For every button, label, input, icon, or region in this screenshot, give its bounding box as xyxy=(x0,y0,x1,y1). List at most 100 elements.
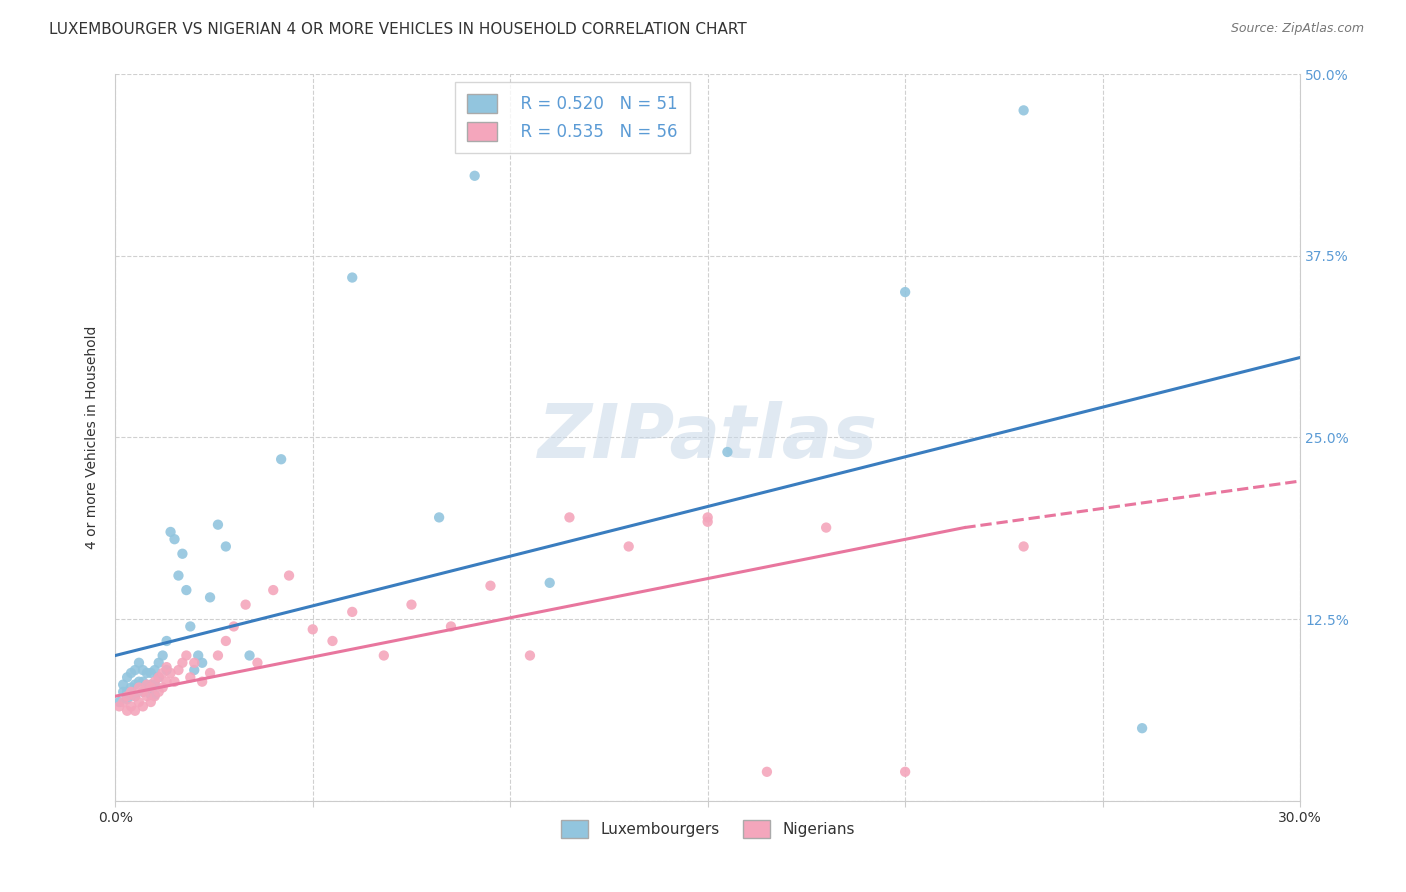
Point xyxy=(139,665,162,680)
Point xyxy=(156,663,179,677)
Point xyxy=(115,685,138,699)
Legend: Luxembourgers, Nigerians: Luxembourgers, Nigerians xyxy=(554,814,860,844)
Point xyxy=(152,681,174,695)
Point xyxy=(143,690,166,704)
Point xyxy=(159,665,181,680)
Point xyxy=(120,681,142,695)
Point xyxy=(179,670,201,684)
Point xyxy=(148,670,170,684)
Point xyxy=(132,674,155,689)
Point xyxy=(183,663,205,677)
Point xyxy=(135,677,157,691)
Point xyxy=(120,665,142,680)
Y-axis label: 4 or more Vehicles in Household: 4 or more Vehicles in Household xyxy=(86,326,100,549)
Point xyxy=(124,677,146,691)
Point xyxy=(148,685,170,699)
Point xyxy=(132,699,155,714)
Point xyxy=(696,515,718,529)
Point xyxy=(270,452,292,467)
Point xyxy=(115,690,138,704)
Point xyxy=(139,695,162,709)
Point xyxy=(222,619,245,633)
Point xyxy=(148,670,170,684)
Point xyxy=(163,532,186,546)
Point xyxy=(120,699,142,714)
Point xyxy=(176,583,198,598)
Point xyxy=(112,677,135,691)
Point xyxy=(262,583,284,598)
Point xyxy=(342,270,364,285)
Text: Source: ZipAtlas.com: Source: ZipAtlas.com xyxy=(1230,22,1364,36)
Point xyxy=(172,656,194,670)
Point xyxy=(815,520,838,534)
Point xyxy=(1130,721,1153,735)
Point xyxy=(115,670,138,684)
Point xyxy=(143,663,166,677)
Point xyxy=(148,656,170,670)
Point xyxy=(198,665,221,680)
Point xyxy=(215,634,238,648)
Point xyxy=(176,648,198,663)
Point xyxy=(215,540,238,554)
Point xyxy=(156,674,179,689)
Point xyxy=(617,540,640,554)
Point xyxy=(159,524,181,539)
Point xyxy=(519,648,541,663)
Point xyxy=(124,663,146,677)
Point xyxy=(373,648,395,663)
Text: LUXEMBOURGER VS NIGERIAN 4 OR MORE VEHICLES IN HOUSEHOLD CORRELATION CHART: LUXEMBOURGER VS NIGERIAN 4 OR MORE VEHIC… xyxy=(49,22,747,37)
Point xyxy=(139,688,162,702)
Point xyxy=(479,579,502,593)
Point xyxy=(1012,103,1035,118)
Point xyxy=(112,695,135,709)
Point xyxy=(894,764,917,779)
Point xyxy=(894,285,917,299)
Point xyxy=(342,605,364,619)
Point xyxy=(755,764,778,779)
Point xyxy=(198,591,221,605)
Point xyxy=(143,688,166,702)
Point xyxy=(124,704,146,718)
Point xyxy=(128,656,150,670)
Point xyxy=(128,695,150,709)
Point xyxy=(139,681,162,695)
Point xyxy=(128,681,150,695)
Point xyxy=(235,598,257,612)
Point xyxy=(156,634,179,648)
Point xyxy=(135,681,157,695)
Point xyxy=(246,656,269,670)
Point xyxy=(1012,540,1035,554)
Point xyxy=(558,510,581,524)
Point xyxy=(135,665,157,680)
Point xyxy=(427,510,450,524)
Point xyxy=(191,674,214,689)
Point xyxy=(108,695,131,709)
Point xyxy=(238,648,260,663)
Point xyxy=(132,663,155,677)
Point xyxy=(716,445,738,459)
Point xyxy=(152,665,174,680)
Point xyxy=(143,677,166,691)
Point xyxy=(167,663,190,677)
Point xyxy=(132,685,155,699)
Point xyxy=(464,169,486,183)
Point xyxy=(301,623,323,637)
Point xyxy=(163,674,186,689)
Point xyxy=(207,517,229,532)
Point xyxy=(167,568,190,582)
Point xyxy=(191,656,214,670)
Text: ZIPatlas: ZIPatlas xyxy=(537,401,877,474)
Point xyxy=(187,648,209,663)
Point xyxy=(152,648,174,663)
Point xyxy=(135,690,157,704)
Point xyxy=(440,619,463,633)
Point xyxy=(143,674,166,689)
Point xyxy=(120,685,142,699)
Point xyxy=(401,598,423,612)
Point xyxy=(132,685,155,699)
Point xyxy=(139,677,162,691)
Point xyxy=(128,674,150,689)
Point xyxy=(124,690,146,704)
Point xyxy=(696,510,718,524)
Point xyxy=(156,660,179,674)
